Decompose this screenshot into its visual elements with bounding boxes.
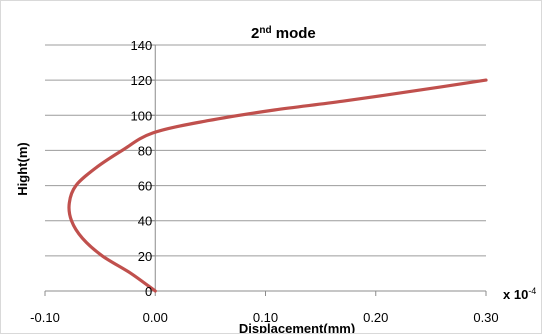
chart-title-superscript: nd (259, 25, 271, 36)
y-axis-title: Hight(m) (15, 142, 30, 195)
y-tick-label: 0 (145, 284, 152, 299)
chart-title: 2nd mode (251, 25, 316, 43)
axes (44, 44, 487, 296)
y-tick-label: 40 (138, 214, 152, 229)
series-layer (67, 78, 488, 293)
tick-labels: 0 20 40 60 80 100 120 140 -0.10 0.00 0.10 0.20 0.30 (30, 38, 498, 325)
chart-title-suffix: mode (272, 25, 316, 42)
x-axis-title: Displacement(mm) (239, 321, 355, 333)
x-tick-label: 0.30 (473, 310, 498, 325)
x-tick-label: -0.10 (30, 310, 60, 325)
x-tick-label: 0.10 (253, 310, 278, 325)
x-tick-label: 0.00 (143, 310, 168, 325)
x-axis-multiplier-exponent: -4 (528, 286, 536, 296)
y-tick-label: 20 (138, 249, 152, 264)
y-tick-label: 100 (131, 108, 153, 123)
series-line-1 (67, 78, 488, 293)
y-tick-label: 120 (131, 73, 153, 88)
y-tick-label: 80 (138, 143, 152, 158)
x-tick-label: 0.20 (363, 310, 388, 325)
grid-lines (45, 44, 486, 292)
y-tick-label: 140 (131, 38, 153, 53)
y-tick-label: 60 (138, 179, 152, 194)
x-axis-multiplier: x 10-4 (503, 286, 536, 302)
